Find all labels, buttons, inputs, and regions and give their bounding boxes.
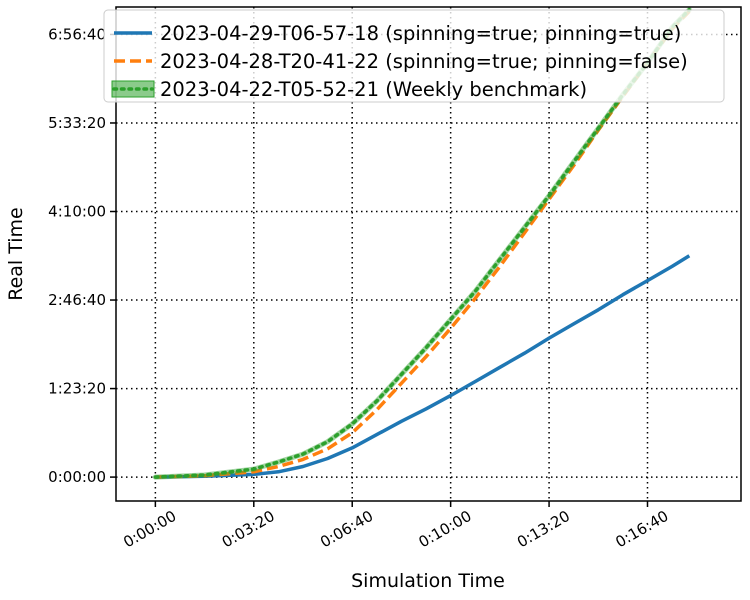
y-tick-label: 0:00:00	[48, 468, 106, 486]
legend: 2023-04-29-T06-57-18 (spinning=true; pin…	[103, 9, 725, 103]
y-tick-label: 2:46:40	[48, 291, 106, 309]
y-axis: 0:00:00 1:23:20 2:46:40 4:10:00 5:33:20 6:56:…	[48, 25, 116, 486]
y-tick-label: 5:33:20	[48, 114, 106, 132]
y-tick-label: 6:56:40	[48, 25, 106, 43]
legend-label-1: 2023-04-28-T20-41-22 (spinning=true; pin…	[160, 50, 688, 73]
series-line-0	[155, 254, 691, 479]
y-axis-label: Real Time	[5, 207, 27, 301]
plot-frame	[115, 6, 742, 502]
legend-label-2: 2023-04-22-T05-52-21 (Weekly benchmark)	[160, 78, 587, 101]
y-tick-label: 4:10:00	[48, 203, 106, 221]
legend-box	[103, 9, 725, 103]
y-tick-label: 1:23:20	[48, 380, 106, 398]
legend-label-0: 2023-04-29-T06-57-18 (spinning=true; pin…	[160, 22, 681, 45]
series-line-2	[153, 7, 692, 479]
series-lines	[152, 7, 692, 480]
series-line-1	[155, 10, 691, 479]
x-axis-label: Simulation Time	[351, 570, 505, 592]
